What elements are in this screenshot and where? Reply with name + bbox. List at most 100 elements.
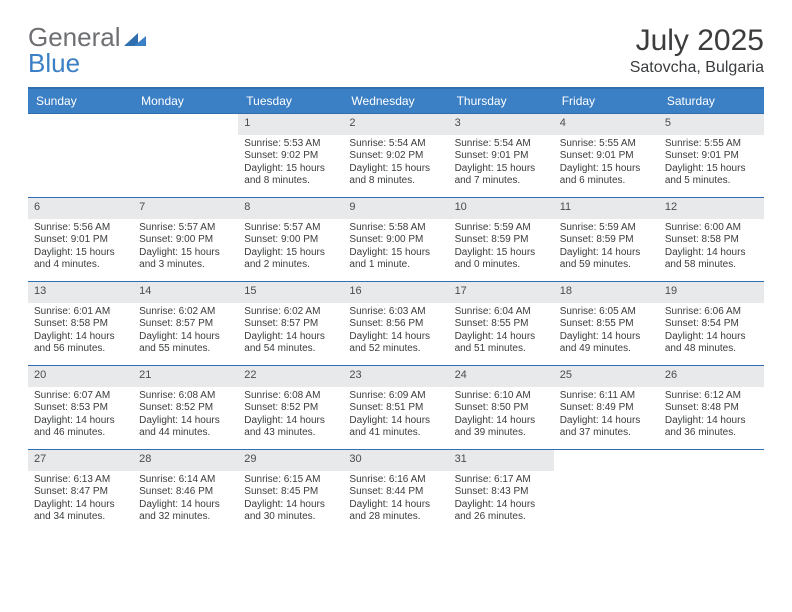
sunrise-line: Sunrise: 6:15 AM (244, 474, 337, 487)
day-number: 6 (28, 198, 133, 219)
weekday-header: Friday (554, 89, 659, 113)
calendar-cell: 4Sunrise: 5:55 AMSunset: 9:01 PMDaylight… (554, 113, 659, 197)
daylight-line: Daylight: 15 hours and 5 minutes. (665, 163, 758, 188)
daylight-line: Daylight: 14 hours and 56 minutes. (34, 331, 127, 356)
sunset-line: Sunset: 8:55 PM (455, 318, 548, 331)
daylight-line: Daylight: 14 hours and 51 minutes. (455, 331, 548, 356)
brand-logo: GeneralBlue (28, 24, 146, 76)
day-body: Sunrise: 6:03 AMSunset: 8:56 PMDaylight:… (343, 303, 448, 356)
day-number: 14 (133, 282, 238, 303)
calendar-cell: 7Sunrise: 5:57 AMSunset: 9:00 PMDaylight… (133, 197, 238, 281)
sunrise-line: Sunrise: 5:56 AM (34, 222, 127, 235)
calendar-cell: 17Sunrise: 6:04 AMSunset: 8:55 PMDayligh… (449, 281, 554, 365)
calendar-cell: 18Sunrise: 6:05 AMSunset: 8:55 PMDayligh… (554, 281, 659, 365)
calendar-cell: 21Sunrise: 6:08 AMSunset: 8:52 PMDayligh… (133, 365, 238, 449)
sunset-line: Sunset: 8:59 PM (455, 234, 548, 247)
sunrise-line: Sunrise: 6:10 AM (455, 390, 548, 403)
sunrise-line: Sunrise: 6:02 AM (139, 306, 232, 319)
day-number: 19 (659, 282, 764, 303)
sunset-line: Sunset: 8:57 PM (244, 318, 337, 331)
sunset-line: Sunset: 8:48 PM (665, 402, 758, 415)
day-body: Sunrise: 6:06 AMSunset: 8:54 PMDaylight:… (659, 303, 764, 356)
sunrise-line: Sunrise: 5:53 AM (244, 138, 337, 151)
daylight-line: Daylight: 14 hours and 43 minutes. (244, 415, 337, 440)
calendar-grid: SundayMondayTuesdayWednesdayThursdayFrid… (28, 87, 764, 533)
daylight-line: Daylight: 15 hours and 8 minutes. (349, 163, 442, 188)
sunset-line: Sunset: 9:01 PM (34, 234, 127, 247)
day-body: Sunrise: 5:57 AMSunset: 9:00 PMDaylight:… (133, 219, 238, 272)
sunset-line: Sunset: 8:46 PM (139, 486, 232, 499)
sunrise-line: Sunrise: 6:13 AM (34, 474, 127, 487)
calendar-cell: 9Sunrise: 5:58 AMSunset: 9:00 PMDaylight… (343, 197, 448, 281)
sunset-line: Sunset: 8:52 PM (244, 402, 337, 415)
sunrise-line: Sunrise: 6:02 AM (244, 306, 337, 319)
calendar-cell: 8Sunrise: 5:57 AMSunset: 9:00 PMDaylight… (238, 197, 343, 281)
sunrise-line: Sunrise: 6:08 AM (244, 390, 337, 403)
day-body: Sunrise: 6:12 AMSunset: 8:48 PMDaylight:… (659, 387, 764, 440)
day-body: Sunrise: 6:01 AMSunset: 8:58 PMDaylight:… (28, 303, 133, 356)
calendar-cell: 12Sunrise: 6:00 AMSunset: 8:58 PMDayligh… (659, 197, 764, 281)
weekday-header: Monday (133, 89, 238, 113)
sunset-line: Sunset: 8:59 PM (560, 234, 653, 247)
day-number: 3 (449, 114, 554, 135)
sunrise-line: Sunrise: 5:58 AM (349, 222, 442, 235)
day-number: 15 (238, 282, 343, 303)
day-body: Sunrise: 6:04 AMSunset: 8:55 PMDaylight:… (449, 303, 554, 356)
sunrise-line: Sunrise: 6:03 AM (349, 306, 442, 319)
calendar-cell: 28Sunrise: 6:14 AMSunset: 8:46 PMDayligh… (133, 449, 238, 533)
day-body: Sunrise: 6:10 AMSunset: 8:50 PMDaylight:… (449, 387, 554, 440)
day-body: Sunrise: 6:14 AMSunset: 8:46 PMDaylight:… (133, 471, 238, 524)
daylight-line: Daylight: 15 hours and 8 minutes. (244, 163, 337, 188)
day-number: 24 (449, 366, 554, 387)
daylight-line: Daylight: 14 hours and 52 minutes. (349, 331, 442, 356)
weekday-header: Saturday (659, 89, 764, 113)
day-number: 4 (554, 114, 659, 135)
sunrise-line: Sunrise: 6:06 AM (665, 306, 758, 319)
day-number: 30 (343, 450, 448, 471)
day-body: Sunrise: 6:11 AMSunset: 8:49 PMDaylight:… (554, 387, 659, 440)
day-body: Sunrise: 6:08 AMSunset: 8:52 PMDaylight:… (238, 387, 343, 440)
day-body: Sunrise: 5:55 AMSunset: 9:01 PMDaylight:… (659, 135, 764, 188)
day-number: 9 (343, 198, 448, 219)
day-body: Sunrise: 6:00 AMSunset: 8:58 PMDaylight:… (659, 219, 764, 272)
day-number: 10 (449, 198, 554, 219)
daylight-line: Daylight: 14 hours and 34 minutes. (34, 499, 127, 524)
weekday-header: Wednesday (343, 89, 448, 113)
sunrise-line: Sunrise: 6:09 AM (349, 390, 442, 403)
sunrise-line: Sunrise: 5:57 AM (244, 222, 337, 235)
sunrise-line: Sunrise: 6:12 AM (665, 390, 758, 403)
daylight-line: Daylight: 15 hours and 0 minutes. (455, 247, 548, 272)
day-number: 17 (449, 282, 554, 303)
day-body: Sunrise: 6:17 AMSunset: 8:43 PMDaylight:… (449, 471, 554, 524)
sunset-line: Sunset: 8:51 PM (349, 402, 442, 415)
page-header: GeneralBlue July 2025 Satovcha, Bulgaria (28, 24, 764, 77)
sunrise-line: Sunrise: 5:59 AM (560, 222, 653, 235)
daylight-line: Daylight: 15 hours and 6 minutes. (560, 163, 653, 188)
brand-word-2: Blue (28, 48, 80, 78)
daylight-line: Daylight: 14 hours and 41 minutes. (349, 415, 442, 440)
sunrise-line: Sunrise: 5:54 AM (455, 138, 548, 151)
day-body: Sunrise: 5:54 AMSunset: 9:02 PMDaylight:… (343, 135, 448, 188)
daylight-line: Daylight: 14 hours and 36 minutes. (665, 415, 758, 440)
sunset-line: Sunset: 8:44 PM (349, 486, 442, 499)
calendar-cell: 31Sunrise: 6:17 AMSunset: 8:43 PMDayligh… (449, 449, 554, 533)
title-block: July 2025 Satovcha, Bulgaria (630, 24, 764, 77)
calendar-cell: 15Sunrise: 6:02 AMSunset: 8:57 PMDayligh… (238, 281, 343, 365)
month-title: July 2025 (630, 24, 764, 57)
sunrise-line: Sunrise: 5:55 AM (665, 138, 758, 151)
sunrise-line: Sunrise: 6:16 AM (349, 474, 442, 487)
daylight-line: Daylight: 14 hours and 58 minutes. (665, 247, 758, 272)
day-body: Sunrise: 6:08 AMSunset: 8:52 PMDaylight:… (133, 387, 238, 440)
sunrise-line: Sunrise: 6:14 AM (139, 474, 232, 487)
sunset-line: Sunset: 8:58 PM (665, 234, 758, 247)
sunrise-line: Sunrise: 6:05 AM (560, 306, 653, 319)
calendar-cell: 26Sunrise: 6:12 AMSunset: 8:48 PMDayligh… (659, 365, 764, 449)
day-body: Sunrise: 6:05 AMSunset: 8:55 PMDaylight:… (554, 303, 659, 356)
day-body: Sunrise: 6:02 AMSunset: 8:57 PMDaylight:… (133, 303, 238, 356)
day-body: Sunrise: 5:59 AMSunset: 8:59 PMDaylight:… (449, 219, 554, 272)
calendar-cell: 13Sunrise: 6:01 AMSunset: 8:58 PMDayligh… (28, 281, 133, 365)
day-body: Sunrise: 6:02 AMSunset: 8:57 PMDaylight:… (238, 303, 343, 356)
sunrise-line: Sunrise: 5:59 AM (455, 222, 548, 235)
daylight-line: Daylight: 14 hours and 59 minutes. (560, 247, 653, 272)
calendar-cell-blank (659, 449, 764, 533)
